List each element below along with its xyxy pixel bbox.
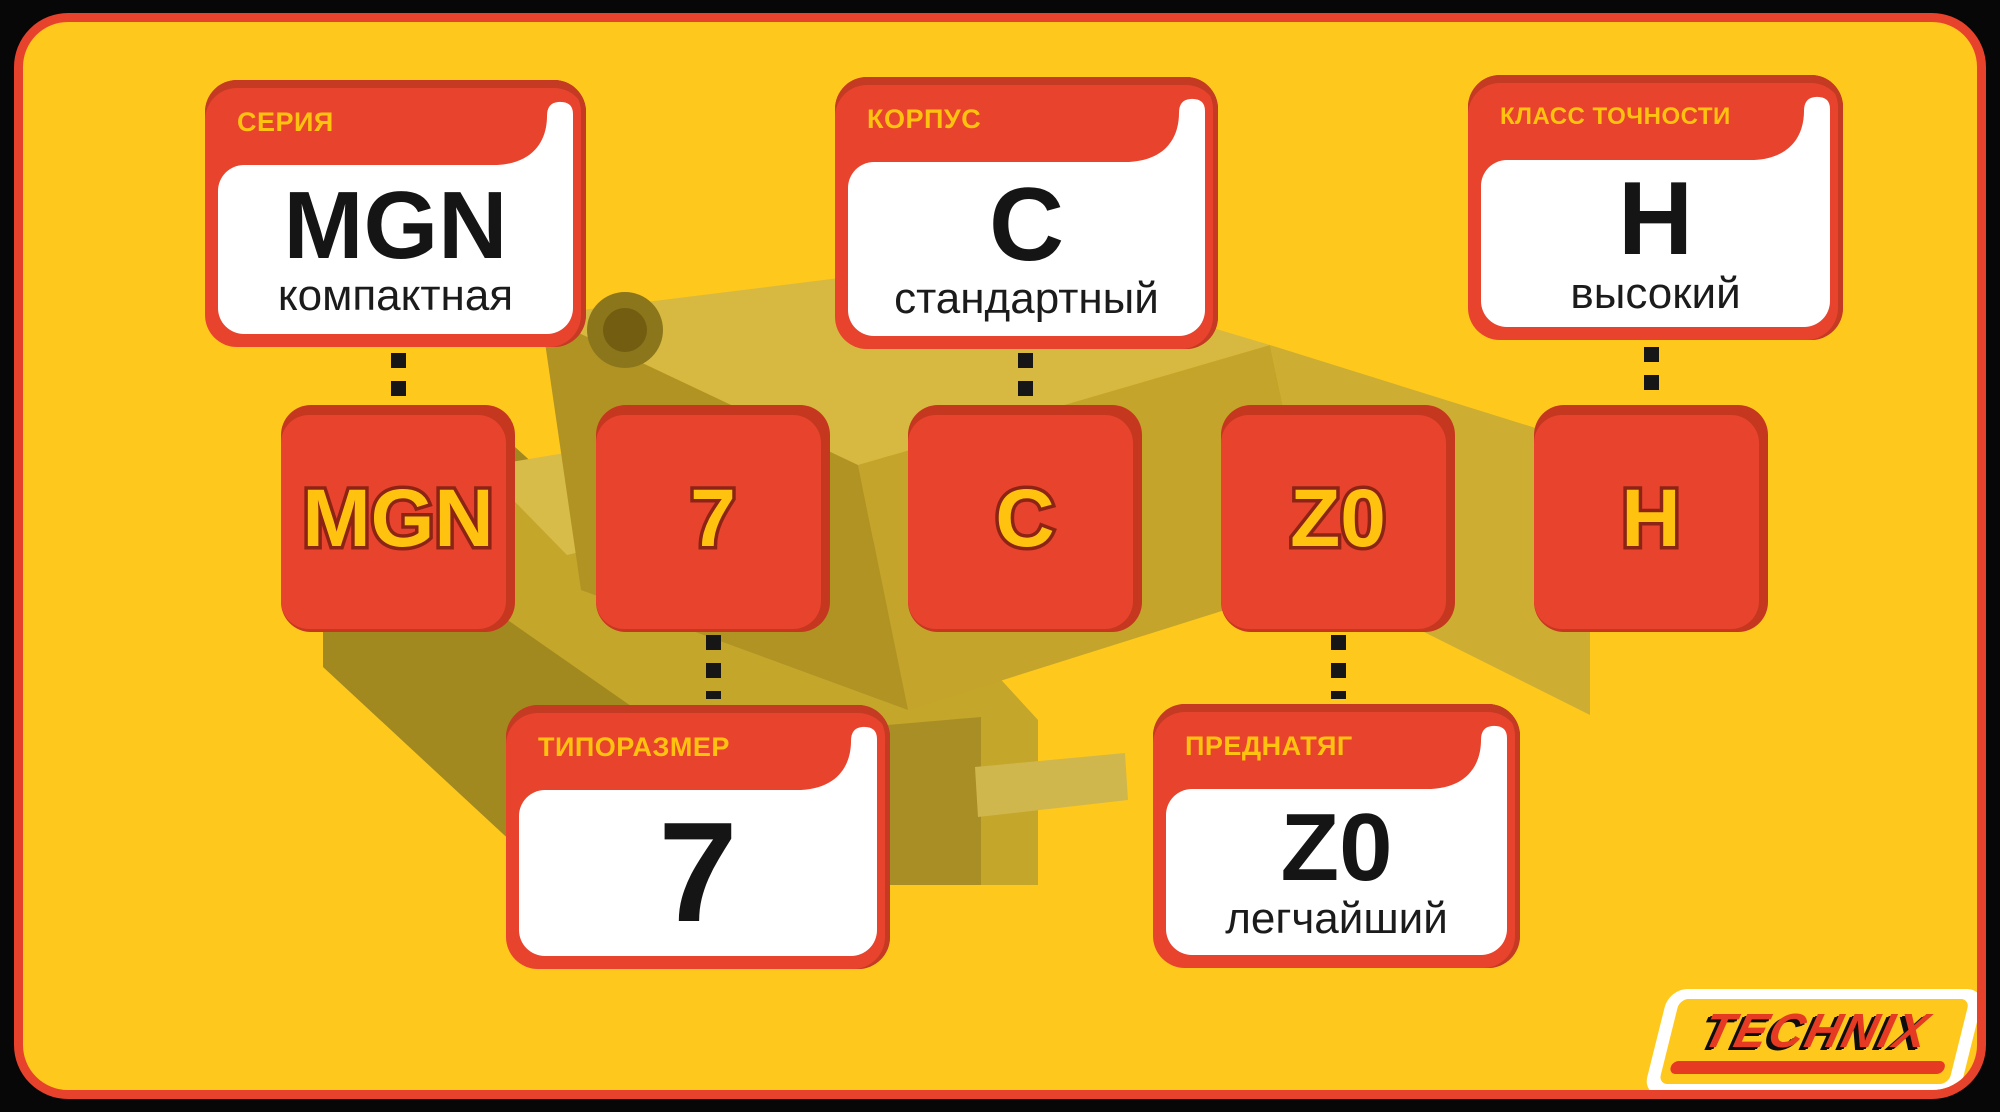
code-box-h: H — [1534, 405, 1768, 632]
logo-wordmark: TECHNIX — [1697, 1004, 1936, 1058]
card-korpus: КОРПУС C стандартный — [835, 77, 1218, 349]
page-curl-icon — [1129, 98, 1205, 162]
card-korpus-header: КОРПУС — [867, 104, 982, 135]
logo-underline — [1669, 1060, 1947, 1074]
card-korpus-subtitle: стандартный — [894, 274, 1159, 324]
logo-plate: TECHNIX — [1642, 989, 1977, 1090]
connector-seriya — [391, 353, 406, 403]
card-seriya-subtitle: компактная — [277, 271, 514, 320]
connector-prednatyag — [1331, 635, 1346, 699]
page-curl-icon — [1754, 96, 1830, 160]
card-klass-panel: H высокий — [1481, 160, 1830, 327]
code-box-c: C — [908, 405, 1142, 632]
code-box-z0: Z0 — [1221, 405, 1455, 632]
card-tiporazmer: ТИПОРАЗМЕР 7 — [506, 705, 890, 969]
card-prednatyag: ПРЕДНАТЯГ Z0 легчайший — [1153, 704, 1520, 968]
code-box-mgn-label: MGN — [299, 469, 497, 567]
poster-frame: MGN 7 C Z0 H СЕРИЯ MGN компактная КОРПУС… — [14, 13, 1986, 1099]
card-tiporazmer-header: ТИПОРАЗМЕР — [538, 732, 730, 763]
code-box-7-label: 7 — [687, 469, 740, 567]
page-curl-icon — [497, 101, 573, 165]
card-prednatyag-panel: Z0 легчайший — [1166, 789, 1507, 955]
code-box-c-label: C — [992, 469, 1058, 567]
card-korpus-value: C — [988, 166, 1065, 283]
photo-rail-foot — [888, 717, 981, 885]
code-box-h-label: H — [1618, 469, 1684, 567]
card-klass-subtitle: высокий — [1570, 268, 1741, 318]
technix-logo: TECHNIX — [1642, 989, 1977, 1090]
connector-korpus — [1018, 353, 1033, 403]
card-seriya-value: MGN — [283, 171, 508, 279]
code-box-mgn: MGN — [281, 405, 515, 632]
card-tiporazmer-value: 7 — [658, 792, 738, 952]
card-klass-value: H — [1617, 161, 1694, 277]
card-korpus-panel: C стандартный — [848, 162, 1205, 336]
connector-klass — [1644, 347, 1659, 403]
card-seriya-panel: MGN компактная — [218, 165, 573, 334]
logo-inner-plate: TECHNIX — [1658, 999, 1970, 1084]
card-prednatyag-value: Z0 — [1280, 794, 1393, 902]
card-klass-tochnosti: КЛАСС ТОЧНОСТИ H высокий — [1468, 75, 1843, 340]
card-klass-header: КЛАСС ТОЧНОСТИ — [1500, 103, 1731, 131]
connector-tiporazmer — [706, 635, 721, 699]
code-box-z0-label: Z0 — [1287, 469, 1390, 567]
card-prednatyag-subtitle: легчайший — [1225, 893, 1448, 943]
card-seriya: СЕРИЯ MGN компактная — [205, 80, 586, 347]
card-tiporazmer-panel: 7 — [519, 790, 877, 956]
page-curl-icon — [1431, 725, 1507, 789]
card-seriya-header: СЕРИЯ — [237, 107, 334, 138]
photo-screw-hole-inner — [603, 308, 647, 352]
code-box-7: 7 — [596, 405, 830, 632]
card-prednatyag-header: ПРЕДНАТЯГ — [1185, 731, 1353, 762]
photo-foot-top — [975, 753, 1128, 817]
page-curl-icon — [801, 726, 877, 790]
